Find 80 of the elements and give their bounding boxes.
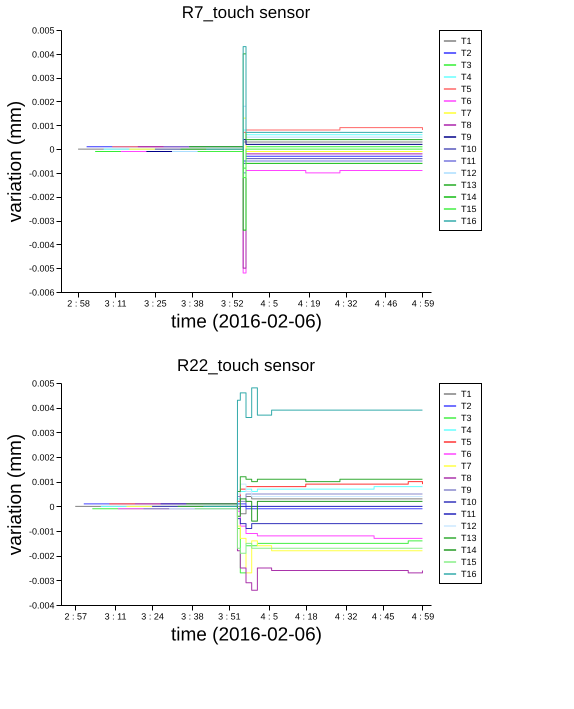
legend-label: T10 <box>461 144 477 154</box>
y-tick-label: -0.001 <box>28 526 54 536</box>
y-tick-label: 0.001 <box>32 477 54 488</box>
legend-label: T1 <box>461 36 472 46</box>
legend-label: T14 <box>461 545 477 555</box>
legend-label: T5 <box>461 84 472 94</box>
x-tick-label: 4 : 19 <box>298 298 320 308</box>
y-tick-label: -0.004 <box>28 240 54 250</box>
y-axis-title: variation (mm) <box>4 100 26 222</box>
y-tick-label: 0.005 <box>32 378 54 388</box>
legend-label: T6 <box>461 96 472 106</box>
y-tick-label: 0.005 <box>32 26 54 36</box>
x-tick-label: 4 : 32 <box>334 298 358 308</box>
y-tick-label: -0.003 <box>28 216 54 226</box>
legend-label: T10 <box>461 497 477 507</box>
legend-label: T3 <box>461 413 472 423</box>
legend-label: T16 <box>461 216 477 226</box>
x-tick-label: 2 : 58 <box>67 298 90 308</box>
y-tick-label: -0.004 <box>28 600 54 610</box>
legend-label: T15 <box>461 557 477 567</box>
x-tick-label: 4 : 18 <box>295 612 318 622</box>
x-tick-label: 4 : 46 <box>374 298 398 308</box>
x-tick-label: 3 : 52 <box>221 298 244 308</box>
x-tick-label: 4 : 45 <box>372 612 394 622</box>
legend-label: T7 <box>461 108 472 118</box>
legend-label: T14 <box>461 192 477 202</box>
legend-label: T2 <box>461 48 472 58</box>
x-tick-label: 3 : 51 <box>218 612 241 622</box>
x-tick-label: 4 : 5 <box>260 298 278 308</box>
y-tick-label: -0.003 <box>28 576 54 586</box>
legend-label: T13 <box>461 533 477 543</box>
legend-label: T13 <box>461 180 477 190</box>
x-tick-label: 2 : 57 <box>64 612 87 622</box>
x-tick-label: 3 : 38 <box>181 298 204 308</box>
y-tick-label: 0.001 <box>32 120 54 131</box>
x-tick-label: 3 : 25 <box>144 298 167 308</box>
x-tick-label: 4 : 59 <box>412 612 434 622</box>
legend-label: T7 <box>461 461 472 471</box>
legend-label: T4 <box>461 425 472 435</box>
x-tick-label: 4 : 5 <box>260 612 278 622</box>
x-tick-label: 4 : 32 <box>334 612 358 622</box>
y-tick-label: 0.003 <box>32 428 54 438</box>
y-tick-label: 0 <box>49 502 54 512</box>
legend-label: T3 <box>461 60 472 70</box>
y-tick-label: -0.002 <box>28 192 54 202</box>
legend-label: T9 <box>461 485 472 495</box>
legend-label: T8 <box>461 473 472 483</box>
x-tick-label: 3 : 11 <box>104 298 127 308</box>
legend-label: T16 <box>461 569 477 579</box>
legend-label: T12 <box>461 168 477 178</box>
y-tick-label: -0.005 <box>28 264 54 274</box>
y-tick-label: -0.001 <box>28 168 54 178</box>
y-axis-title: variation (mm) <box>4 434 26 556</box>
y-tick-label: 0.004 <box>32 403 54 414</box>
legend-label: T9 <box>461 132 472 142</box>
chart-title: R7_touch sensor <box>182 3 311 22</box>
legend-label: T4 <box>461 72 472 82</box>
x-axis-title: time (2016-02-06) <box>170 312 322 332</box>
legend-label: T11 <box>461 156 476 166</box>
x-tick-label: 4 : 59 <box>412 298 434 308</box>
y-tick-label: 0 <box>49 144 54 155</box>
x-tick-label: 3 : 11 <box>104 612 127 622</box>
y-tick-label: -0.006 <box>28 288 54 298</box>
legend-label: T5 <box>461 437 472 447</box>
y-tick-label: 0.004 <box>32 49 54 60</box>
legend-label: T12 <box>461 521 477 531</box>
y-tick-label: -0.002 <box>28 551 54 562</box>
x-tick-label: 3 : 24 <box>141 612 164 622</box>
legend-label: T1 <box>461 389 472 399</box>
x-tick-label: 3 : 38 <box>181 612 204 622</box>
legend-label: T8 <box>461 120 472 130</box>
y-tick-label: 0.003 <box>32 73 54 84</box>
y-tick-label: 0.002 <box>32 452 54 462</box>
legend-label: T2 <box>461 401 472 411</box>
legend-label: T15 <box>461 204 477 214</box>
chart-title: R22_touch sensor <box>177 356 316 375</box>
legend-label: T11 <box>461 509 476 519</box>
x-axis-title: time (2016-02-06) <box>170 624 322 646</box>
legend-label: T6 <box>461 449 472 459</box>
y-tick-label: 0.002 <box>32 96 54 107</box>
